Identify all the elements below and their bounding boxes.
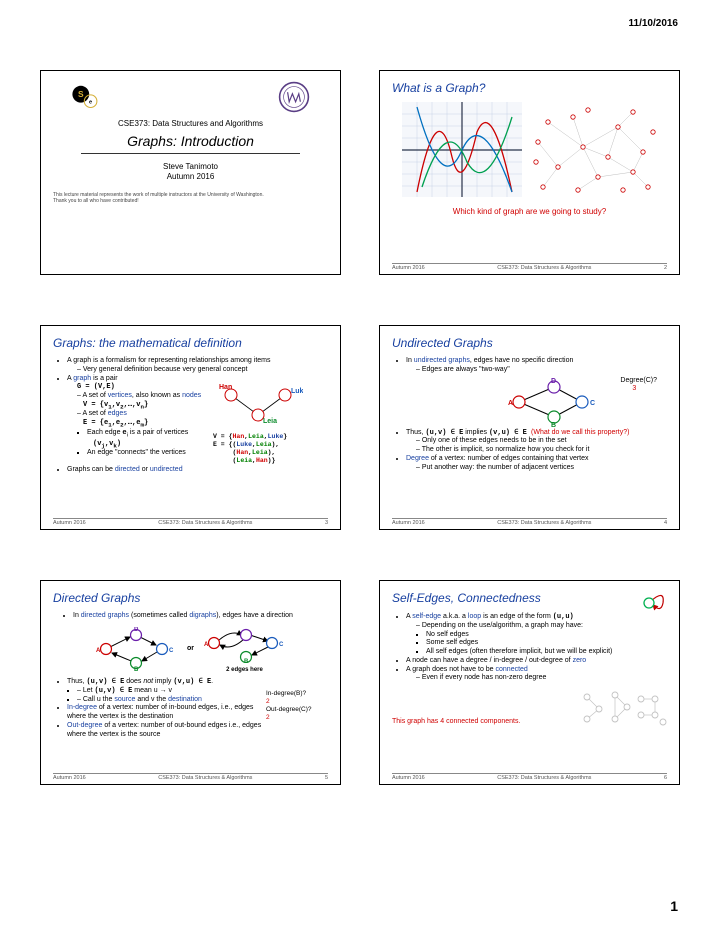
bullet: A graph is a formalism for representing …: [67, 357, 328, 375]
slide-what-is-graph: What is a Graph?: [379, 70, 680, 275]
han-luke-leia-graph-icon: Han Luke Leia: [213, 383, 303, 425]
svg-text:B: B: [551, 422, 556, 427]
bullet: A graph is a pair G = (V,E) A set of ver…: [67, 375, 328, 466]
bullet: Thus, (u,v) ∈ E does not imply (v,u) ∈ E…: [67, 678, 266, 704]
author: Steve Tanimoto: [53, 162, 328, 172]
svg-text:B: B: [244, 659, 249, 663]
bullet: In undirected graphs, edges have no spec…: [406, 357, 667, 375]
bullet: Thus, (u,v) ∈ E implies (v,u) ∈ E (What …: [406, 429, 667, 455]
slide-title: Directed Graphs: [53, 591, 328, 606]
svg-text:S: S: [78, 89, 84, 99]
lecture-note: This lecture material represents the wor…: [53, 192, 328, 205]
undirected-abcd-graph-icon: A B C D: [504, 377, 614, 427]
caption: Which kind of graph are we going to stud…: [392, 207, 667, 217]
slide-title: Self-Edges, Connectedness: [392, 591, 541, 606]
slide-math-definition: Graphs: the mathematical definition A gr…: [40, 325, 341, 530]
network-graph-icon: [528, 102, 658, 197]
svg-text:A: A: [204, 642, 209, 648]
uw-seal-icon: [278, 81, 310, 113]
svg-text:D: D: [551, 378, 556, 385]
svg-text:e: e: [89, 99, 92, 105]
page-number: 1: [670, 898, 678, 914]
svg-text:A: A: [508, 400, 513, 407]
svg-text:B: B: [134, 667, 139, 671]
cs-logo-icon: S e: [71, 83, 99, 111]
slide-directed: Directed Graphs In directed graphs (some…: [40, 580, 341, 785]
page-date: 11/10/2016: [629, 18, 679, 29]
bullet: A graph does not have to be connected Ev…: [406, 666, 667, 684]
slide-title: Graphs: the mathematical definition: [53, 336, 328, 351]
svg-text:C: C: [279, 642, 284, 648]
slide-title: What is a Graph?: [392, 81, 667, 96]
self-loop-icon: [639, 591, 667, 613]
degree-answer: 3: [632, 385, 636, 392]
bullet: Graphs can be directed or undirected: [67, 466, 328, 475]
bullet: In directed graphs (sometimes called dig…: [73, 612, 328, 621]
slide-main-title: Graphs: Introduction: [81, 133, 300, 154]
svg-text:Luke: Luke: [291, 388, 303, 395]
conclusion: This graph has 4 connected components.: [392, 718, 577, 727]
svg-text:Han: Han: [219, 384, 232, 391]
bullet: In-degree of a vertex: number of in-boun…: [67, 704, 266, 722]
bullet: A node can have a degree / in-degree / o…: [406, 657, 667, 666]
term: Autumn 2016: [53, 172, 328, 182]
or-label: or: [187, 645, 194, 654]
digraph-right-icon: A B C: [202, 625, 287, 663]
bullet: Out-degree of a vertex: number of out-bo…: [67, 722, 266, 740]
two-edges-label: 2 edges here: [202, 667, 287, 675]
svg-text:Leia: Leia: [263, 418, 277, 425]
bullet: A self-edge a.k.a. a loop is an edge of …: [406, 613, 667, 657]
slide-grid: S e CSE373: Data Structures and Algorith…: [40, 70, 680, 785]
components-graph-icon: [577, 687, 667, 727]
function-plot-icon: [402, 102, 522, 197]
svg-text:D: D: [134, 627, 139, 633]
digraph-left-icon: A B C D: [94, 627, 179, 671]
degree-label: Degree(C)?: [620, 377, 657, 384]
svg-text:C: C: [590, 400, 595, 407]
slide-undirected: Undirected Graphs In undirected graphs, …: [379, 325, 680, 530]
slide-title-slide: S e CSE373: Data Structures and Algorith…: [40, 70, 341, 275]
svg-text:A: A: [96, 648, 101, 654]
slide-self-edges: Self-Edges, Connectedness A self-edge a.…: [379, 580, 680, 785]
slide-title: Undirected Graphs: [392, 336, 667, 351]
svg-text:C: C: [169, 648, 174, 654]
bullet: Degree of a vertex: number of edges cont…: [406, 455, 667, 473]
course-line: CSE373: Data Structures and Algorithms: [53, 119, 328, 129]
